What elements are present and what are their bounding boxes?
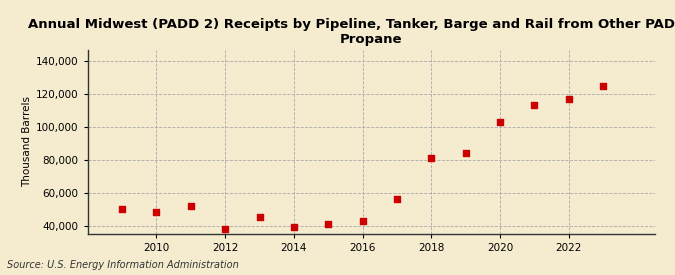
Point [564,97,574,101]
Point [323,222,333,226]
Point [495,120,506,124]
Point [151,210,162,214]
Y-axis label: Thousand Barrels: Thousand Barrels [22,96,32,187]
Title: Annual Midwest (PADD 2) Receipts by Pipeline, Tanker, Barge and Rail from Other : Annual Midwest (PADD 2) Receipts by Pipe… [28,18,675,46]
Point [186,204,196,208]
Point [254,215,265,219]
Point [357,218,368,223]
Text: Source: U.S. Energy Information Administration: Source: U.S. Energy Information Administ… [7,260,238,270]
Point [426,156,437,160]
Point [220,227,231,231]
Point [392,197,402,201]
Point [460,151,471,155]
Point [288,225,299,229]
Point [598,84,609,88]
Point [529,103,540,108]
Point [117,207,128,211]
